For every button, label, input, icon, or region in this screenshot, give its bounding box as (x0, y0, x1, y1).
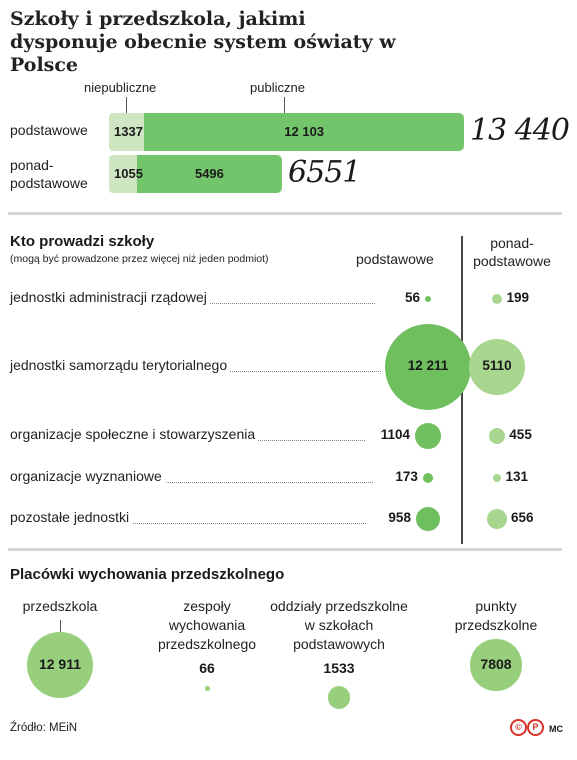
column-header-secondary-line1: ponad- (490, 235, 534, 251)
value-secondary: 656 (510, 510, 534, 525)
column-header-primary: podstawowe (356, 251, 434, 267)
author-initials: MC (549, 724, 563, 734)
operator-label: jednostki samorządu terytorialnego (10, 357, 231, 373)
source-note: Źródło: MEiN (10, 722, 78, 734)
leader-dots (10, 523, 366, 524)
preschool-label-line: punkty (475, 598, 517, 614)
preschool-bubble (470, 639, 522, 691)
bar-category-secondary: ponad- podstawowe (10, 156, 88, 192)
bar-total: 13 440 (470, 113, 570, 148)
bar-value-public: 5496 (194, 166, 224, 181)
bubble-primary (415, 506, 441, 532)
legend-public: publiczne (250, 80, 305, 95)
legend-nonpublic: niepubliczne (84, 80, 157, 95)
preschool-label: oddziały przedszkolne w szkołach podstawow… (264, 597, 414, 654)
preschool-label-line: zespoły (183, 598, 231, 614)
bubble-secondary (487, 509, 507, 529)
value-primary: 958 (370, 510, 411, 525)
preschool-label-line: przedszkolne (454, 617, 538, 633)
bubble-primary (385, 324, 471, 410)
divider (8, 548, 562, 551)
preschool-tick (60, 620, 61, 632)
bar-category-secondary-line1: ponad- (10, 157, 54, 173)
publisher-logo-p: P (527, 719, 544, 736)
leader-dots (10, 482, 373, 483)
bar-total: 6551 (288, 155, 361, 190)
section-title-preschool: Placówki wychowania przedszkolnego (10, 566, 285, 583)
preschool-label-line: w szkołach (304, 617, 374, 633)
preschool-value: 12 911 (38, 656, 82, 672)
page-title: Szkoły i przedszkola, jakimi dysponuje o… (10, 8, 396, 76)
value-primary: 12 211 (407, 358, 449, 373)
preschool-label-line: wychowania (168, 617, 246, 633)
section-title-operators: Kto prowadzi szkoły (10, 233, 155, 250)
legend-tick-public (284, 97, 285, 115)
section-subtitle-operators: (mogą być prowadzone przez więcej niż je… (10, 253, 269, 265)
preschool-label: zespoły wychowania przedszkolnego (132, 597, 282, 654)
preschool-bubble (204, 686, 210, 691)
bubble-secondary (488, 427, 506, 445)
preschool-label-line: przedszkolnego (157, 636, 257, 652)
bubble-primary (425, 296, 431, 302)
publisher-logo: © (510, 719, 527, 736)
bar-public (144, 113, 464, 151)
value-secondary: 5110 (482, 358, 512, 373)
preschool-label-line: oddziały przedszkolne (270, 598, 408, 614)
bar-category-primary: podstawowe (10, 122, 88, 138)
preschool-bubble (27, 632, 93, 698)
bar-public (136, 155, 283, 193)
value-secondary: 199 (506, 290, 530, 305)
preschool-label: punkty przedszkolne (421, 597, 571, 635)
preschool-bubble (327, 686, 351, 709)
operator-label: organizacje wyznaniowe (10, 468, 165, 484)
bubble-secondary (491, 293, 503, 305)
column-header-secondary-line2: podstawowe (473, 253, 551, 269)
preschool-value: 1533 (323, 660, 355, 676)
value-primary: 1104 (370, 427, 411, 442)
bubble-primary (415, 423, 441, 449)
column-header-secondary: ponad- podstawowe (462, 234, 562, 270)
operator-label: organizacje społeczne i stowarzyszenia (10, 426, 259, 442)
value-primary: 56 (380, 290, 420, 305)
preschool-value: 66 (199, 660, 215, 676)
operator-label: jednostki administracji rządowej (10, 289, 210, 305)
value-secondary: 131 (505, 469, 528, 484)
bar-value-public: 12 103 (284, 124, 325, 139)
preschool-label: przedszkola (0, 597, 135, 616)
divider (8, 212, 562, 215)
legend-tick-nonpublic (126, 97, 127, 115)
preschool-label-line: podstawowych (293, 636, 385, 652)
preschool-label-line: przedszkola (22, 598, 98, 614)
value-secondary: 455 (509, 427, 532, 442)
bar-value-nonpublic: 1337 (114, 124, 143, 139)
bar-category-secondary-line2: podstawowe (10, 175, 88, 191)
bubble-secondary (492, 473, 502, 483)
bar-value-nonpublic: 1055 (114, 166, 143, 181)
preschool-value: 7808 (480, 656, 512, 672)
operator-label: pozostałe jednostki (10, 509, 133, 525)
value-primary: 173 (377, 469, 418, 484)
bubble-secondary (469, 339, 525, 395)
bubble-primary (422, 472, 434, 484)
